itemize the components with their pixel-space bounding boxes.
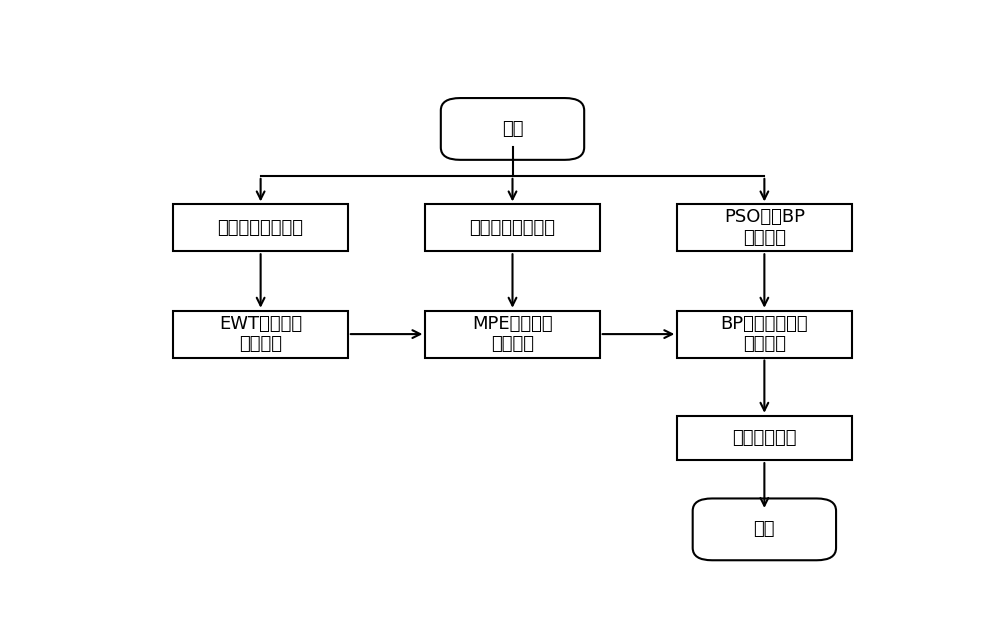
FancyBboxPatch shape bbox=[173, 311, 348, 358]
Text: EWT分解得到
模态分量: EWT分解得到 模态分量 bbox=[219, 315, 302, 354]
Text: 结束: 结束 bbox=[754, 521, 775, 539]
Text: MPE算法提取
特征向量: MPE算法提取 特征向量 bbox=[472, 315, 553, 354]
Text: 多尺度优化排列熵: 多尺度优化排列熵 bbox=[470, 219, 556, 237]
FancyBboxPatch shape bbox=[425, 311, 600, 358]
Text: BP神经网络进行
扰动分类: BP神经网络进行 扰动分类 bbox=[721, 315, 808, 354]
FancyBboxPatch shape bbox=[173, 204, 348, 251]
FancyBboxPatch shape bbox=[441, 98, 584, 160]
FancyBboxPatch shape bbox=[693, 498, 836, 560]
FancyBboxPatch shape bbox=[677, 204, 852, 251]
Text: 电能质量扰动信号: 电能质量扰动信号 bbox=[218, 219, 304, 237]
FancyBboxPatch shape bbox=[677, 311, 852, 358]
Text: PSO优化BP
神经网络: PSO优化BP 神经网络 bbox=[724, 209, 805, 247]
FancyBboxPatch shape bbox=[425, 204, 600, 251]
Text: 扰动分类结果: 扰动分类结果 bbox=[732, 429, 797, 447]
FancyBboxPatch shape bbox=[677, 415, 852, 460]
Text: 开始: 开始 bbox=[502, 120, 523, 138]
